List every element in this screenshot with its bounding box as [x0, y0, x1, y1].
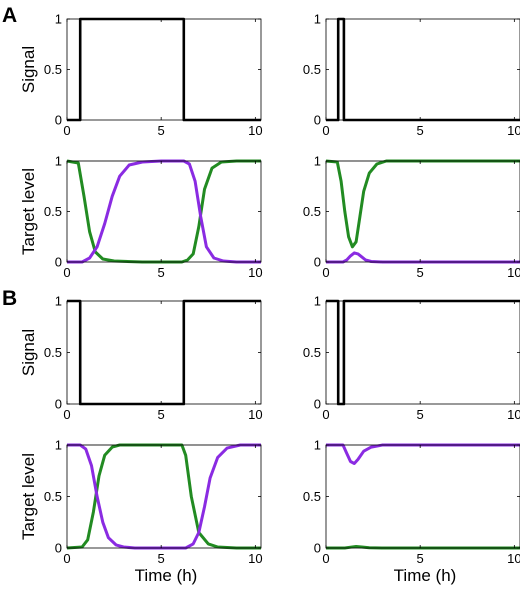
plot-frame: [325, 300, 520, 405]
y-axis-label: Signal: [19, 46, 38, 93]
y-axis-label: Signal: [19, 329, 38, 376]
panel-label-a: A: [2, 4, 17, 27]
series-target_2-line: [325, 159, 520, 249]
x-tick-label: 0: [322, 265, 329, 280]
x-tick-label: 10: [507, 123, 520, 138]
y-tick-label: 1: [55, 438, 62, 453]
y-tick-label: 0: [314, 541, 321, 556]
chart-A-target-left: 0 5 10 0 0.5 1 Target level: [19, 154, 263, 281]
series-target_1-line: [67, 159, 261, 264]
y-tick-label: 1: [314, 438, 321, 453]
chart-A-signal-right: 0 5 10 0 0.5 1: [303, 12, 520, 138]
y-tick-label: 0: [314, 113, 321, 128]
x-axis-label: Time (h): [394, 566, 457, 585]
x-tick-label: 0: [63, 407, 70, 422]
y-tick-label: 1: [55, 12, 62, 27]
y-tick-label: 1: [314, 12, 321, 27]
y-tick-label: 0: [55, 541, 62, 556]
plot-frame: [66, 18, 262, 121]
x-tick-label: 5: [417, 551, 424, 566]
chart-B-signal-right: 0 5 10 0 0.5 1: [303, 294, 520, 422]
plot-frame: [66, 300, 262, 405]
panel-label-b: B: [2, 287, 17, 310]
y-tick-label: 0.5: [303, 204, 321, 219]
x-tick-label: 10: [507, 407, 520, 422]
x-tick-label: 10: [248, 265, 262, 280]
x-tick-label: 5: [158, 407, 165, 422]
y-tick-label: 0: [55, 397, 62, 412]
y-axis-label: Target level: [19, 453, 38, 540]
x-tick-label: 0: [63, 551, 70, 566]
plot-frame: [325, 160, 520, 263]
plot-frame: [325, 18, 520, 121]
y-axis-label: Target level: [19, 168, 38, 255]
y-tick-label: 1: [55, 154, 62, 169]
y-tick-label: 0.5: [44, 62, 62, 77]
series-signal-line: [67, 17, 261, 122]
x-tick-label: 10: [248, 123, 262, 138]
series-signal-line: [67, 299, 261, 406]
x-tick-label: 5: [417, 407, 424, 422]
chart-B-target-right: 0 5 10 0 0.5 1 Time (h): [303, 438, 520, 585]
x-tick-label: 5: [417, 265, 424, 280]
y-tick-label: 1: [55, 294, 62, 309]
y-tick-label: 0.5: [303, 345, 321, 360]
series-target_1-line: [326, 251, 520, 264]
x-tick-label: 10: [248, 551, 262, 566]
y-tick-label: 0.5: [44, 489, 62, 504]
x-tick-label: 0: [63, 265, 70, 280]
x-tick-label: 5: [158, 551, 165, 566]
x-tick-label: 5: [417, 123, 424, 138]
chart-B-target-left: 0 5 10 0 0.5 1 Target level Time (h): [19, 438, 263, 586]
y-tick-label: 0.5: [303, 489, 321, 504]
y-tick-label: 0.5: [44, 345, 62, 360]
series-signal-line: [326, 299, 520, 406]
x-tick-label: 5: [158, 123, 165, 138]
x-tick-label: 0: [63, 123, 70, 138]
x-tick-label: 5: [158, 265, 165, 280]
y-tick-label: 1: [314, 154, 321, 169]
x-tick-label: 0: [322, 407, 329, 422]
chart-A-target-right: 0 5 10 0 0.5 1: [303, 154, 520, 280]
series-target_1-line: [326, 443, 520, 465]
y-tick-label: 0: [55, 255, 62, 270]
series-target_1-line: [67, 443, 261, 550]
chart-B-signal-left: 0 5 10 0 0.5 1 Signal: [19, 294, 263, 423]
y-tick-label: 1: [314, 294, 321, 309]
x-tick-label: 0: [322, 123, 329, 138]
x-tick-label: 10: [507, 551, 520, 566]
series-signal-line: [326, 17, 520, 122]
y-tick-label: 0: [55, 113, 62, 128]
y-tick-label: 0.5: [303, 62, 321, 77]
x-tick-label: 10: [507, 265, 520, 280]
x-tick-label: 10: [248, 407, 262, 422]
y-tick-label: 0: [314, 397, 321, 412]
chart-A-signal-left: 0 5 10 0 0.5 1 Signal: [19, 12, 263, 139]
y-tick-label: 0.5: [44, 204, 62, 219]
x-axis-label: Time (h): [135, 566, 198, 585]
y-tick-label: 0: [314, 255, 321, 270]
x-tick-label: 0: [322, 551, 329, 566]
